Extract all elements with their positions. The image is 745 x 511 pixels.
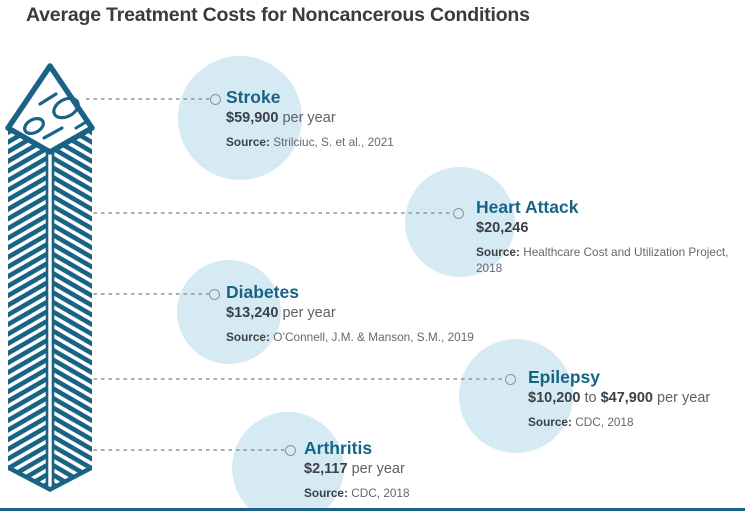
highlight-circle-arthritis (232, 412, 344, 508)
callout-heart-attack: Heart Attack $20,246 Source: Healthcare Co… (476, 198, 736, 277)
cost-period-arthritis: per year (347, 461, 405, 478)
cost-value-stroke: $59,900 per year (226, 108, 394, 130)
cost-period-diabetes: per year (278, 305, 336, 322)
marker-dot-stroke[interactable] (209, 93, 221, 105)
cost-value-arthritis: $2,117 per year (304, 459, 410, 481)
source-text-diabetes: O’Connell, J.M. & Manson, S.M., 2019 (269, 330, 474, 345)
condition-name-stroke: Stroke (226, 87, 281, 107)
source-line-heart-attack: Source: Healthcare Cost and Utilization … (476, 245, 736, 277)
condition-name-epilepsy: Epilepsy (528, 367, 600, 387)
marker-dot-diabetes[interactable] (208, 288, 220, 300)
cost-amount-epilepsy: $10,200 (528, 390, 581, 407)
cost-period-epilepsy: per year (653, 390, 711, 407)
highlight-circle-stroke (178, 56, 302, 180)
source-label-heart-attack: Source: (476, 245, 520, 260)
range-connector-epilepsy: to (580, 390, 601, 407)
highlight-circle-diabetes (177, 260, 281, 364)
condition-name-heart-attack: Heart Attack (476, 197, 579, 217)
cost-value-heart-attack: $20,246 (476, 218, 736, 240)
condition-name-arthritis: Arthritis (304, 438, 373, 458)
callout-diabetes: Diabetes $13,240 per year Source: O’Connel… (226, 283, 474, 346)
marker-dot-heart-attack[interactable] (452, 207, 464, 219)
marker-dot-epilepsy[interactable] (504, 373, 516, 385)
page-title: Average Treatment Costs for Noncancerous… (26, 4, 530, 26)
highlight-circle-epilepsy (459, 339, 573, 453)
condition-name-diabetes: Diabetes (226, 282, 299, 302)
cost-period-stroke: per year (278, 110, 336, 127)
cost-value-diabetes: $13,240 per year (226, 303, 474, 325)
callout-stroke: Stroke $59,900 per year Source: Strilciuc,… (226, 88, 394, 151)
source-text-stroke: Strilciuc, S. et al., 2021 (269, 135, 394, 150)
source-label-stroke: Source: (226, 135, 270, 150)
cost-amount-diabetes: $13,240 (226, 305, 279, 322)
cost-amount-heart-attack: $20,246 (476, 220, 529, 237)
callout-arthritis: Arthritis $2,117 per year Source: CDC, 201… (304, 439, 410, 502)
source-line-stroke: Source: Strilciuc, S. et al., 2021 (226, 135, 394, 151)
source-label-arthritis: Source: (304, 486, 348, 501)
source-text-arthritis: CDC, 2018 (347, 486, 410, 501)
callout-epilepsy: Epilepsy $10,200 to $47,900 per year Sourc… (528, 368, 710, 431)
source-text-heart-attack: Healthcare Cost and Utilization Project,… (476, 245, 729, 276)
source-label-epilepsy: Source: (528, 415, 572, 430)
cost-value-epilepsy: $10,200 to $47,900 per year (528, 388, 710, 410)
source-text-epilepsy: CDC, 2018 (571, 415, 634, 430)
source-line-epilepsy: Source: CDC, 2018 (528, 415, 710, 431)
marker-dot-arthritis[interactable] (284, 444, 296, 456)
cost-amount-upper-epilepsy: $47,900 (600, 390, 653, 407)
source-line-diabetes: Source: O’Connell, J.M. & Manson, S.M., … (226, 330, 474, 346)
source-line-arthritis: Source: CDC, 2018 (304, 486, 410, 502)
highlight-circle-heart-attack (405, 167, 515, 277)
cost-amount-arthritis: $2,117 (304, 461, 348, 478)
cost-amount-stroke: $59,900 (226, 110, 279, 127)
source-label-diabetes: Source: (226, 330, 270, 345)
